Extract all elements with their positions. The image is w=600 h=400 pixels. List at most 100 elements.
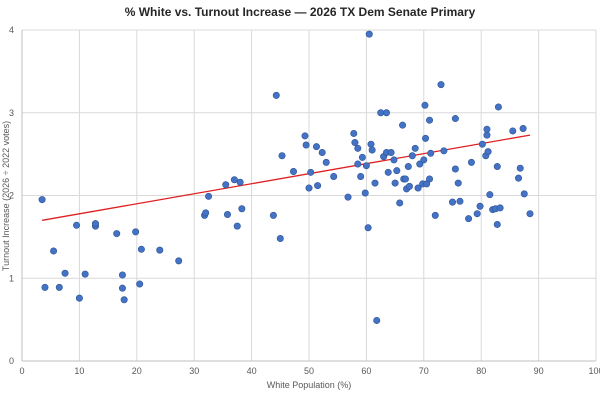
gridlines [22,29,597,361]
data-points [38,30,534,324]
data-point [365,30,373,38]
data-point [526,210,534,218]
data-point [61,269,69,277]
data-point [357,172,365,180]
data-point [269,211,277,219]
data-point [223,211,231,219]
data-point [361,189,369,197]
data-point [405,182,413,190]
data-point [118,284,126,292]
data-point [55,283,63,291]
data-point [478,140,486,148]
data-point [451,115,459,123]
data-point [411,144,419,152]
data-point [384,168,392,176]
data-point [322,158,330,166]
data-point [454,179,462,187]
data-point [456,197,464,205]
data-point [137,245,145,253]
data-point [50,247,58,255]
data-point [350,129,358,137]
data-point [330,172,338,180]
x-tick-label: 100 [588,366,600,376]
data-point [516,164,524,172]
data-point [351,139,359,147]
data-point [120,296,128,304]
data-point [175,257,183,265]
x-axis-label: White Population (%) [267,380,352,390]
data-point [354,160,362,168]
data-point [236,178,244,186]
x-tick-label: 0 [19,366,24,376]
data-point [276,235,284,243]
data-point [38,196,46,204]
x-tick-label: 30 [189,366,199,376]
x-tick-label: 80 [476,366,486,376]
data-point [41,283,49,291]
data-point [401,175,409,183]
data-point [371,179,379,187]
y-tick-label: 4 [9,25,14,35]
data-point [493,220,501,228]
data-point [314,182,322,190]
data-point [414,184,422,192]
data-point [373,316,381,324]
data-point [473,210,481,218]
data-point [272,91,280,99]
data-point [368,146,376,154]
chart-title: % White vs. Turnout Increase — 2026 TX D… [125,5,476,19]
data-point [318,148,326,156]
data-point [278,152,286,160]
tick-labels: 0 10 20 30 40 50 60 70 80 90 100 0 1 2 3 4 [9,25,600,376]
data-point [465,215,473,223]
data-point [519,124,527,132]
data-point [222,181,230,189]
x-tick-label: 60 [361,366,371,376]
data-point [467,158,475,166]
data-point [113,230,121,238]
data-point [431,211,439,219]
data-point [238,205,246,213]
data-point [73,221,81,229]
data-point [301,132,309,140]
data-point [81,270,89,278]
data-point [426,175,434,183]
data-point [416,160,424,168]
data-point [230,176,238,184]
x-tick-label: 10 [74,366,84,376]
axes [21,30,596,362]
data-point [75,294,83,302]
data-point [476,202,484,210]
trendline-layer [41,134,531,221]
data-point [494,103,502,111]
data-point [391,179,399,187]
y-tick-label: 1 [9,273,14,283]
data-point [362,162,370,170]
trendline [41,134,531,221]
data-point [312,143,320,151]
data-point [440,147,448,155]
data-point [387,148,395,156]
data-point [484,148,492,156]
data-point [437,81,445,89]
data-point [408,152,416,160]
data-point [354,144,362,152]
data-point [421,101,429,109]
data-point [307,168,315,176]
data-point [496,204,504,212]
data-point [515,174,523,182]
x-tick-label: 50 [304,366,314,376]
data-point [493,163,501,171]
data-point [358,153,366,161]
x-tick-label: 90 [534,366,544,376]
y-axis-label: Turnout Increase (2026 ÷ 2022 votes) [1,121,11,271]
data-point [136,280,144,288]
data-point [448,198,456,206]
x-tick-label: 70 [419,366,429,376]
data-point [399,121,407,129]
y-tick-label: 0 [9,356,14,366]
data-point [364,224,372,232]
data-point [426,116,434,124]
